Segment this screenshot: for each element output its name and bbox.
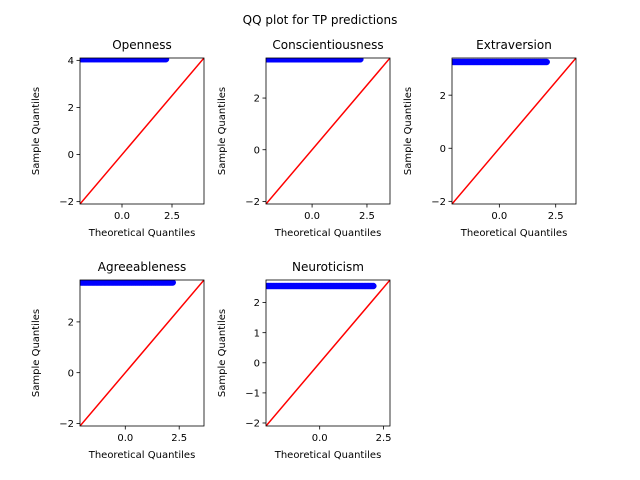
axes-frame (265, 279, 391, 427)
y-tick-label: −2 (245, 197, 260, 208)
plot-area (80, 58, 204, 204)
reference-line (80, 280, 204, 426)
x-axis-label: Theoretical Quantiles (88, 450, 196, 461)
y-axis-label: Sample Quantiles (217, 87, 228, 175)
y-axis-label: Sample Quantiles (403, 87, 414, 175)
sample-quantile-point (162, 58, 170, 63)
axes-frame (265, 57, 391, 205)
subplot-title: Extraversion (476, 38, 552, 52)
axes-frame (79, 57, 205, 205)
subplot-title: Conscientiousness (272, 38, 383, 52)
subplot-grid: 0.0 2.5 −2 0 2 4 Openness Theoretical Quantiles… (31, 38, 577, 461)
y-tick-label: 0 (440, 144, 446, 155)
x-tick-label: 2.5 (164, 211, 180, 222)
plot-area (452, 58, 576, 204)
plot-area (80, 280, 204, 426)
y-tick-label: 1 (254, 328, 260, 339)
y-tick-label: 2 (440, 91, 446, 102)
sample-quantile-point (543, 58, 550, 66)
figure-title: QQ plot for TP predictions (243, 13, 398, 27)
y-tick-label: 2 (68, 317, 74, 328)
y-tick-label: 2 (254, 298, 260, 309)
sample-quantile-point (169, 280, 176, 286)
axes-frame (79, 279, 205, 427)
reference-line (80, 58, 204, 204)
x-tick-label: 2.5 (376, 433, 392, 444)
x-axis-label: Theoretical Quantiles (274, 228, 382, 239)
plot-area (266, 280, 390, 426)
x-tick-label: 0.0 (304, 211, 320, 222)
subplot-title: Agreeableness (98, 260, 186, 274)
x-tick-label: 2.5 (359, 211, 375, 222)
reference-line (452, 58, 576, 204)
y-axis-label: Sample Quantiles (31, 87, 42, 175)
y-tick-label: −2 (245, 419, 260, 430)
y-tick-label: −2 (431, 197, 446, 208)
y-tick-label: 0 (254, 145, 260, 156)
y-tick-label: 0 (68, 368, 74, 379)
plot-area (266, 58, 390, 204)
x-tick-label: 0.0 (312, 433, 328, 444)
x-axis-label: Theoretical Quantiles (460, 228, 568, 239)
subplot-title: Neuroticism (292, 260, 364, 274)
y-tick-label: −1 (245, 388, 260, 399)
axes-frame (451, 57, 577, 205)
subplot-title: Openness (112, 38, 172, 52)
x-axis-label: Theoretical Quantiles (274, 450, 382, 461)
y-tick-label: 4 (68, 56, 74, 67)
reference-line (266, 280, 390, 426)
x-tick-label: 0.0 (117, 433, 133, 444)
x-tick-label: 0.0 (491, 211, 507, 222)
qq-subplot-neuroticism: 0.0 2.5 −2 −1 0 1 2 Neuroticism Theoretical Quan… (217, 260, 392, 461)
x-axis-label: Theoretical Quantiles (88, 228, 196, 239)
sample-quantile-point (357, 58, 364, 63)
sample-quantile-point (370, 282, 377, 290)
qq-subplot-openness: 0.0 2.5 −2 0 2 4 Openness Theoretical Quantiles… (31, 38, 205, 239)
y-tick-label: 2 (68, 103, 74, 114)
y-tick-label: −2 (59, 419, 74, 430)
y-tick-label: 2 (254, 94, 260, 105)
x-tick-label: 0.0 (114, 211, 130, 222)
x-tick-label: 2.5 (171, 433, 187, 444)
reference-line (266, 58, 390, 204)
qq-subplot-agreeableness: 0.0 2.5 −2 0 2 Agreeableness Theoretical Quant… (31, 260, 205, 461)
y-tick-label: −2 (59, 197, 74, 208)
y-tick-label: 0 (254, 358, 260, 369)
qq-subplot-extraversion: 0.0 2.5 −2 0 2 Extraversion Theoretical Quanti… (403, 38, 577, 239)
y-axis-label: Sample Quantiles (217, 309, 228, 397)
x-tick-label: 2.5 (548, 211, 564, 222)
y-axis-label: Sample Quantiles (31, 309, 42, 397)
y-tick-label: 0 (68, 150, 74, 161)
qq-subplot-conscientiousness: 0.0 2.5 −2 0 2 Conscientiousness Theoretical Q… (217, 38, 391, 239)
